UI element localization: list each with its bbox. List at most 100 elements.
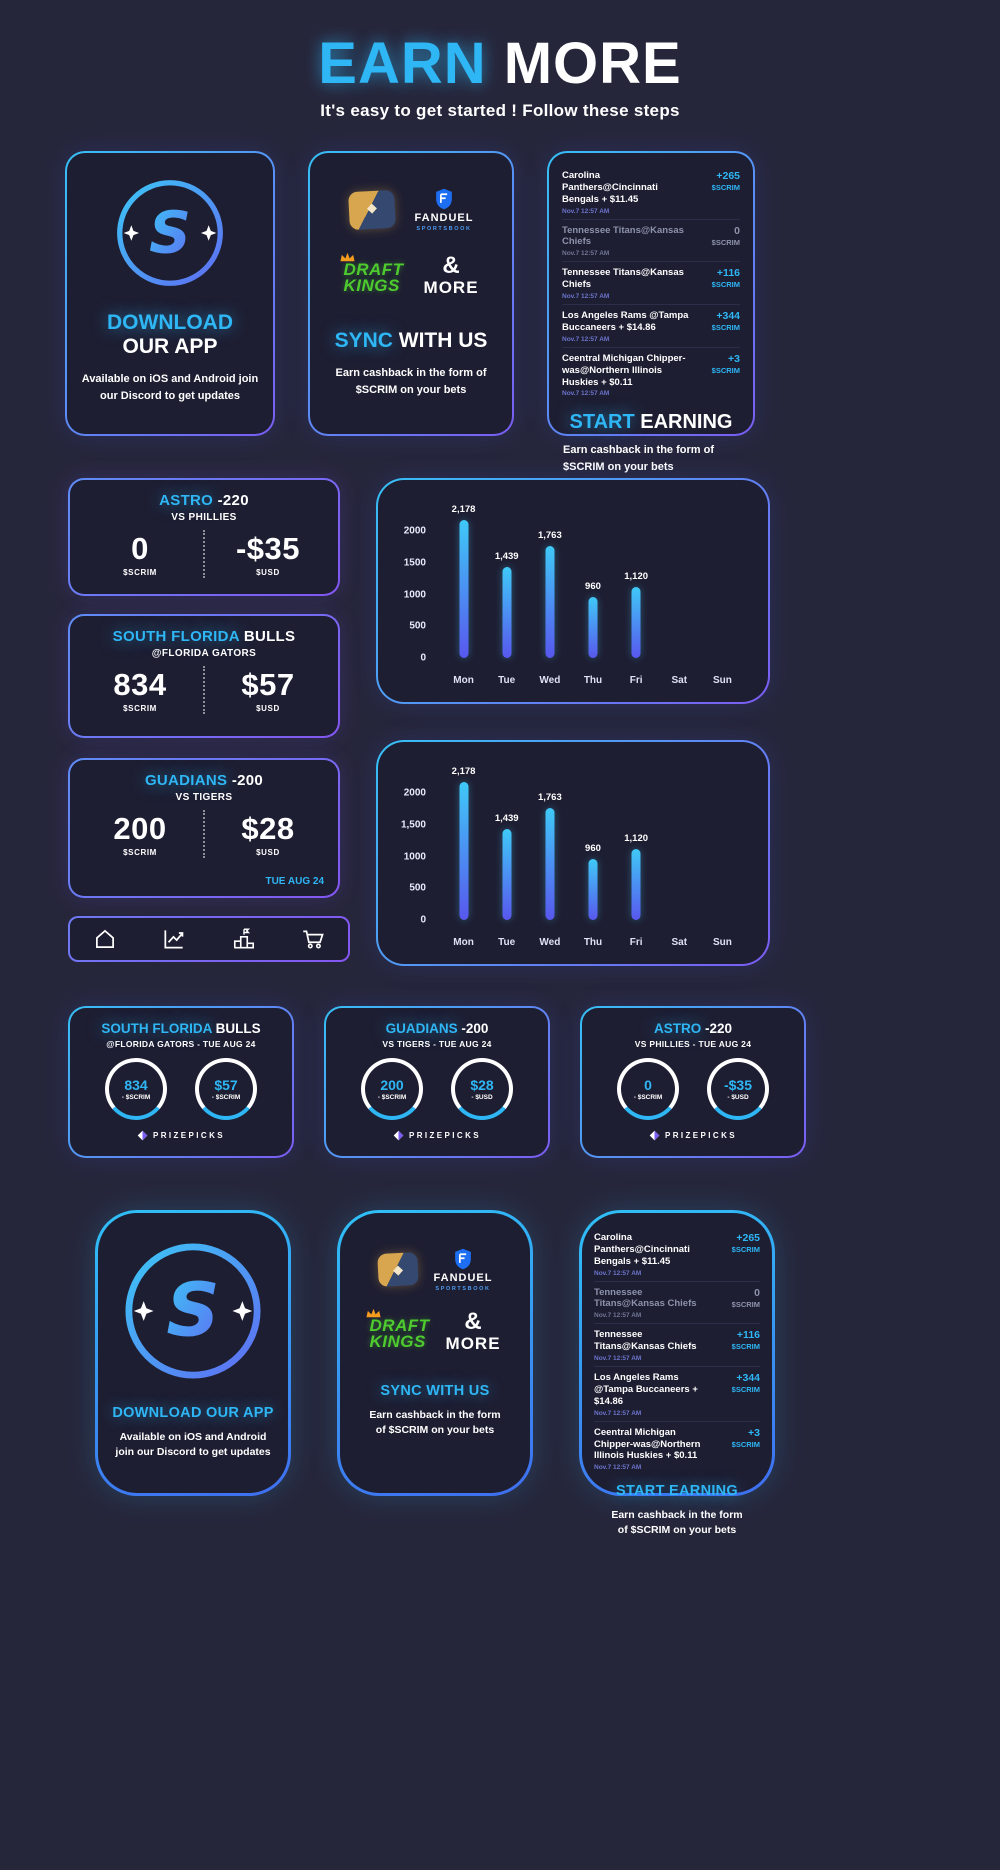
nav-shop[interactable]	[300, 926, 326, 952]
ring-value: 200	[380, 1076, 404, 1093]
prize-circles: 200 - $SCRIM $28 - $USD	[326, 1057, 548, 1120]
team-name: GUADIANS	[144, 771, 228, 789]
start-earning-card: Carolina Panthers@Cincinnati Bengals + $…	[547, 151, 755, 473]
prizepicks-icon	[137, 1130, 148, 1141]
matchups-column: ASTRO -220 VS PHILLIES 0 $SCRIM -$35 $US…	[68, 478, 348, 966]
x-axis-label: Tue	[498, 936, 516, 948]
bet-row: Los Angeles Rams @Tampa Buccaneers + $14…	[594, 1367, 760, 1422]
bet-timestamp: Nov.7 12:57 AM	[562, 250, 610, 258]
x-axis-label: Sat	[671, 936, 688, 948]
ring-label: - $SCRIM	[377, 1093, 407, 1101]
prize-title: GUADIANS -200	[326, 1021, 548, 1036]
y-axis-tick: 1000	[403, 589, 426, 601]
ring-label: - $USD	[727, 1093, 749, 1101]
bar-value-label: 960	[585, 581, 601, 593]
bet-row: Ceentral Michigan Chipper-was@Northern I…	[594, 1422, 760, 1476]
steps-row-top: S DOWNLOAD OUR APP Available on iOS and …	[65, 151, 1000, 473]
prizepicks-logo: PRIZEPICKS	[326, 1130, 548, 1141]
ring-label: - $SCRIM	[633, 1093, 663, 1101]
bet-scrim-unit: $SCRIM	[731, 1299, 760, 1309]
team-name: SOUTH FLORIDA	[101, 1020, 212, 1036]
prizepicks-logo: PRIZEPICKS	[582, 1130, 804, 1141]
matchup-values: 834 $SCRIM $57 $USD	[70, 665, 338, 714]
bar-column: Sun	[701, 768, 744, 948]
usd-value-block: $28 $USD	[205, 811, 331, 857]
nav-stats[interactable]	[161, 926, 187, 952]
and-more-label: & MORE	[424, 253, 479, 298]
bar-value-label: 960	[585, 843, 601, 855]
bar-column: 1,763 Wed	[528, 768, 571, 948]
usd-label: $USD	[256, 847, 280, 857]
bet-row: Ceentral Michigan Chipper-was@Northern I…	[562, 348, 740, 402]
bar-column: 1,120 Fri	[615, 506, 658, 686]
bar	[502, 828, 512, 920]
cart-icon	[303, 930, 324, 949]
matchup-card-astro: ASTRO -220 VS PHILLIES 0 $SCRIM -$35 $US…	[68, 478, 340, 596]
nav-home[interactable]	[92, 926, 118, 952]
bet-timestamp: Nov.7 12:57 AM	[562, 293, 610, 301]
bet-scrim-unit: $SCRIM	[731, 1385, 760, 1395]
bet-scrim-amount: 0	[734, 224, 740, 237]
bet-scrim-amount: +265	[736, 1231, 760, 1244]
earning-desc: Earn cashback in the form of $SCRIM on y…	[594, 1508, 760, 1538]
download-desc-line2: join our Discord to get updates	[115, 1446, 271, 1459]
page-header: EARN MORE It's easy to get started ! Fol…	[0, 0, 1000, 121]
bar-column: 2,178 Mon	[442, 503, 485, 686]
bar-value-label: 1,439	[494, 550, 519, 562]
prize-cards-row: SOUTH FLORIDA BULLS @FLORIDA GATORS - TU…	[68, 1006, 1000, 1158]
sync-card: FANDUEL SPORTSBOOK DRAFT KINGS & MORE	[308, 151, 514, 436]
x-axis-label: Fri	[629, 936, 643, 948]
bet-scrim-unit: $SCRIM	[731, 1342, 760, 1352]
bar-value-label: 1,120	[624, 832, 649, 844]
draftkings-label-bottom: KINGS	[343, 275, 400, 295]
bar-column: 1,439 Tue	[485, 506, 528, 686]
matchup-values: 0 $SCRIM -$35 $USD	[70, 529, 338, 578]
usd-value: $28	[241, 810, 295, 846]
ampersand: &	[464, 1307, 482, 1335]
team-odds: -200	[231, 771, 264, 789]
earning-desc-line1: Earn cashback in the form	[611, 1509, 743, 1522]
team-rest: -200	[461, 1020, 489, 1036]
usd-ring: $57 - $SCRIM	[195, 1057, 257, 1120]
ring-value: -$35	[723, 1076, 753, 1093]
bar	[545, 808, 555, 920]
bar-value-label: 2,178	[451, 503, 476, 515]
scrim-logo-icon: S	[117, 179, 223, 286]
bar-column: Sun	[701, 506, 744, 686]
home-icon	[95, 929, 114, 948]
fanduel-shield-icon	[455, 1248, 471, 1270]
bet-timestamp: Nov.7 12:57 AM	[594, 1464, 642, 1472]
draftkings-label-top: DRAFT	[343, 259, 404, 279]
draftkings-logo: DRAFT KINGS	[366, 1308, 430, 1351]
x-axis-label: Sat	[671, 674, 688, 686]
nav-rankings[interactable]	[231, 926, 257, 952]
bet-timestamp: Nov.7 12:57 AM	[562, 390, 610, 398]
y-axis-tick: 1,500	[400, 819, 426, 831]
prize-card-astro: ASTRO -220 VS PHILLIES - TUE AUG 24 0 - …	[580, 1006, 806, 1158]
y-axis-tick: 1500	[403, 557, 426, 569]
bet-scrim-unit: $SCRIM	[711, 182, 740, 192]
earning-desc-line2: of $SCRIM on your bets	[617, 1524, 737, 1537]
matchup-opponent: VS PHILLIES	[171, 511, 237, 523]
bar	[459, 519, 469, 658]
download-title-line1: DOWNLOAD	[107, 310, 233, 334]
bet-scrim-amount: 0	[754, 1286, 760, 1299]
team-rest: BULLS	[215, 1020, 261, 1036]
ring-value: 0	[644, 1076, 652, 1093]
download-card-bottom: S DOWNLOAD OUR APP Available on iOS and …	[95, 1210, 291, 1496]
app-logo: S	[67, 175, 273, 291]
charts-column: 2000 1500 1000 500 0 2,178 Mon 1,439 Tue 1,763 We…	[376, 478, 770, 966]
team-name: ASTRO	[653, 1020, 702, 1036]
prize-card-south-florida: SOUTH FLORIDA BULLS @FLORIDA GATORS - TU…	[68, 1006, 294, 1158]
page-subtitle: It's easy to get started ! Follow these …	[320, 100, 680, 120]
bet-scrim-amount: +116	[716, 267, 740, 280]
draftkings-label-top: DRAFT	[369, 1315, 430, 1335]
y-axis-tick: 2000	[403, 525, 426, 537]
prizepicks-logo: PRIZEPICKS	[70, 1130, 292, 1141]
bar-column: 1,763 Wed	[528, 506, 571, 686]
earning-title: START EARNING	[615, 1483, 739, 1500]
prizepicks-label: PRIZEPICKS	[152, 1130, 225, 1140]
draftkings-label-bottom: KINGS	[369, 1331, 426, 1351]
bar-column: Sat	[658, 506, 701, 686]
x-axis-label: Sun	[712, 936, 732, 948]
